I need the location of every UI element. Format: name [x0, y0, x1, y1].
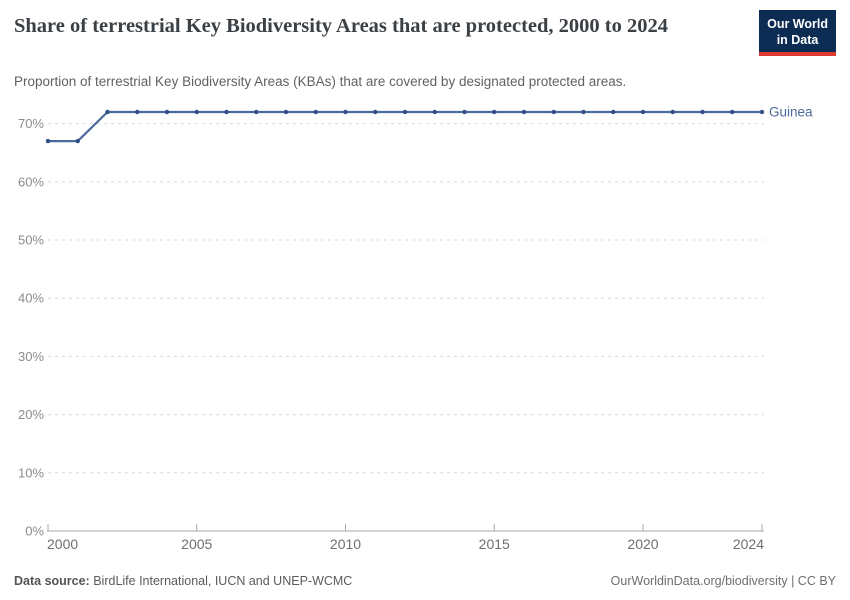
- data-point: [105, 109, 110, 115]
- data-point: [670, 109, 675, 115]
- y-axis-label: 0%: [25, 524, 44, 539]
- owid-logo-line1: Our World: [767, 17, 828, 31]
- data-point: [194, 109, 199, 115]
- data-point: [402, 109, 408, 115]
- x-axis-label: 2010: [330, 536, 361, 552]
- data-point: [45, 138, 51, 144]
- y-axis-label: 30%: [18, 349, 44, 364]
- data-point: [700, 109, 705, 115]
- x-axis-label: 2005: [181, 536, 212, 552]
- data-source-label: Data source:: [14, 574, 90, 588]
- line-chart-plot: 0% 10% 20% 30% 40% 50% 60% 70% 2000 2005 2010 2015 2…: [18, 105, 813, 553]
- data-point: [551, 109, 556, 115]
- series-label-guinea: Guinea: [769, 105, 813, 120]
- data-point: [135, 109, 140, 115]
- data-point: [730, 109, 735, 115]
- data-point: [640, 109, 646, 115]
- guinea-line: [48, 110, 762, 143]
- data-point: [462, 109, 467, 115]
- y-axis-label: 10%: [18, 465, 44, 480]
- y-axis-label: 20%: [18, 407, 44, 422]
- data-point: [581, 109, 586, 115]
- y-axis-label: 50%: [18, 233, 44, 248]
- chart-footer: Data source: BirdLife International, IUC…: [14, 574, 836, 588]
- data-point: [254, 109, 259, 115]
- data-source-text: BirdLife International, IUCN and UNEP-WC…: [93, 574, 353, 588]
- data-point: [492, 109, 497, 115]
- x-axis-label: 2000: [47, 536, 78, 552]
- x-axis-label: 2024: [733, 536, 764, 552]
- y-axis-label: 70%: [18, 116, 44, 131]
- y-axis-label: 60%: [18, 174, 44, 189]
- data-point: [521, 109, 527, 115]
- data-point: [313, 109, 318, 115]
- x-axis-label: 2015: [479, 536, 510, 552]
- data-point: [343, 109, 348, 115]
- data-point: [373, 109, 378, 115]
- y-axis-label: 40%: [18, 291, 44, 306]
- data-point: [432, 109, 437, 115]
- owid-logo-line2: in Data: [776, 33, 819, 48]
- x-axis-label: 2020: [627, 536, 658, 552]
- data-point: [75, 138, 80, 144]
- page-title: Share of terrestrial Key Biodiversity Ar…: [14, 15, 668, 37]
- data-point: [283, 109, 289, 115]
- data-point: [164, 109, 170, 115]
- footer-credit-link[interactable]: OurWorldinData.org/biodiversity | CC BY: [610, 574, 836, 588]
- data-point: [759, 109, 765, 115]
- data-source: Data source: BirdLife International, IUC…: [14, 574, 352, 588]
- owid-logo: Our World in Data: [759, 10, 836, 56]
- data-point: [611, 109, 616, 115]
- data-point: [224, 109, 229, 115]
- chart-subtitle: Proportion of terrestrial Key Biodiversi…: [14, 74, 627, 89]
